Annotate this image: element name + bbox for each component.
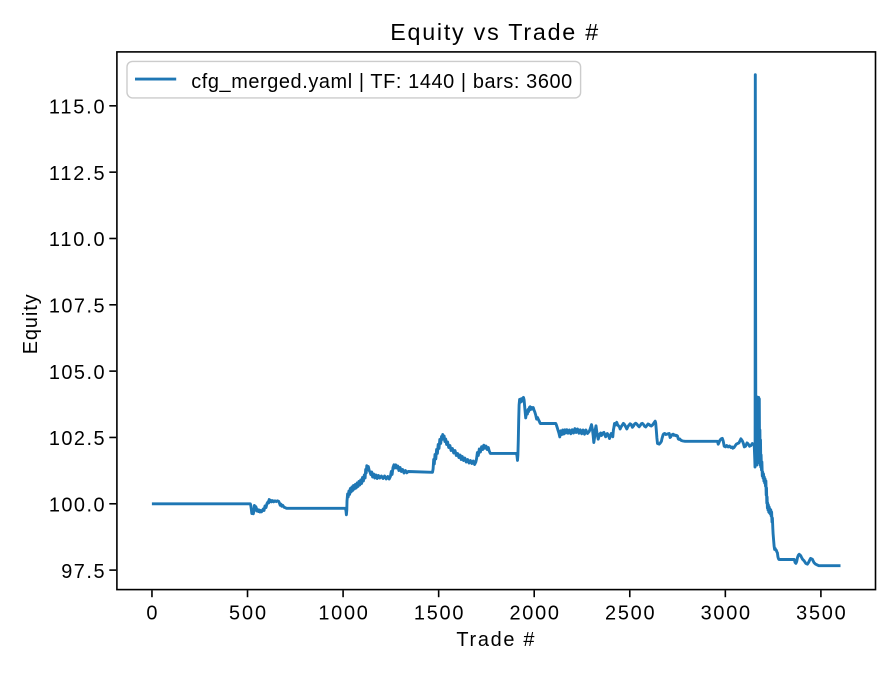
svg-text:1500: 1500 [414, 602, 464, 624]
svg-text:cfg_merged.yaml | TF: 1440 | b: cfg_merged.yaml | TF: 1440 | bars: 3600 [191, 71, 572, 93]
svg-text:112.5: 112.5 [49, 163, 105, 185]
svg-text:115.0: 115.0 [49, 97, 105, 119]
svg-text:1000: 1000 [318, 602, 368, 624]
svg-text:97.5: 97.5 [61, 561, 104, 583]
svg-text:0: 0 [146, 602, 157, 624]
svg-text:102.5: 102.5 [49, 428, 105, 450]
svg-text:Equity: Equity [20, 294, 42, 354]
svg-text:2000: 2000 [509, 602, 559, 624]
svg-text:500: 500 [229, 602, 266, 624]
svg-text:105.0: 105.0 [49, 362, 105, 384]
svg-text:3000: 3000 [701, 602, 751, 624]
svg-text:Equity vs Trade #: Equity vs Trade # [390, 19, 598, 45]
svg-text:100.0: 100.0 [49, 494, 105, 516]
svg-text:2500: 2500 [605, 602, 655, 624]
svg-text:107.5: 107.5 [49, 296, 105, 318]
svg-text:3500: 3500 [796, 602, 846, 624]
svg-text:110.0: 110.0 [49, 229, 105, 251]
